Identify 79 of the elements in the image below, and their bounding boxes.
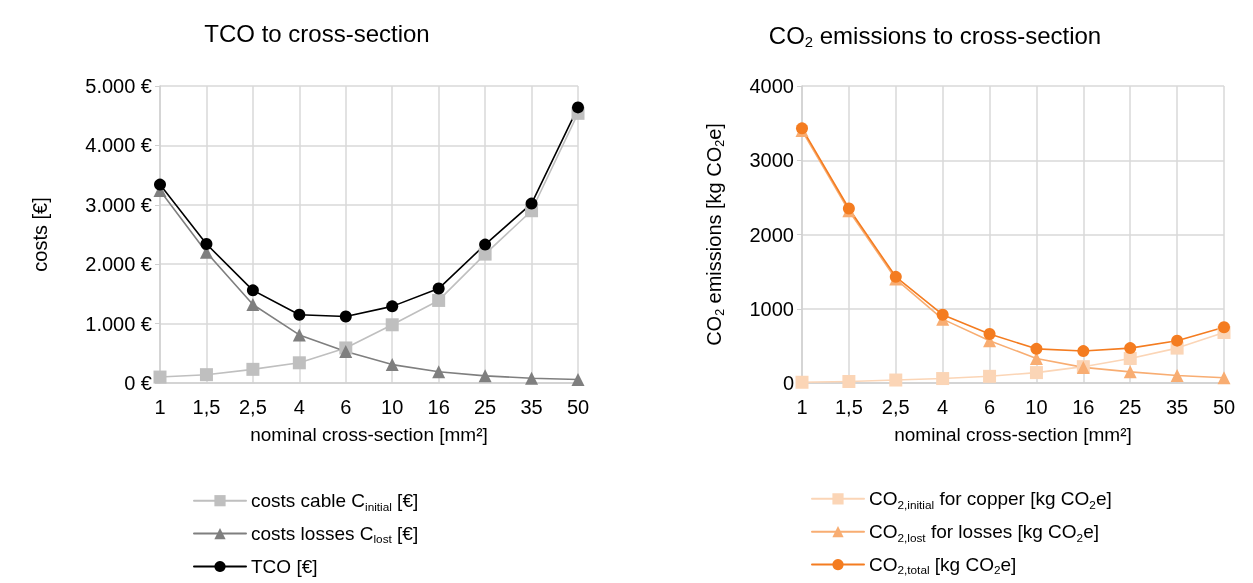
y-tick-label: 2000 xyxy=(749,223,794,246)
y-tick-label: 4000 xyxy=(749,75,794,97)
x-tick-label: 4 xyxy=(937,396,949,418)
point xyxy=(842,375,856,389)
x-tick-label: 2,5 xyxy=(238,396,267,418)
y-tick-label: 3.000 € xyxy=(85,193,152,216)
point xyxy=(1123,352,1137,365)
point xyxy=(386,300,399,313)
point xyxy=(385,358,399,372)
x-tick-label: 1,5 xyxy=(834,396,863,418)
point xyxy=(153,370,167,384)
point xyxy=(339,345,353,359)
x-tick-label: 4 xyxy=(293,396,305,418)
x-tick-label: 16 xyxy=(427,396,450,418)
point xyxy=(572,101,584,114)
x-tick-label: 1,5 xyxy=(192,396,221,418)
legend-label: TCO [€] xyxy=(251,556,318,577)
x-axis-title: nominal cross-section [mm²] xyxy=(894,424,1132,445)
x-axis-title: nominal cross-section [mm²] xyxy=(250,424,488,445)
y-tick-label: 2.000 € xyxy=(85,253,152,276)
x-tick-label: 10 xyxy=(381,396,404,418)
y-tick-label: 3000 xyxy=(749,149,794,172)
point xyxy=(432,282,445,295)
point xyxy=(525,371,539,385)
point xyxy=(525,197,538,210)
x-tick-label: 50 xyxy=(566,396,590,418)
y-axis-title: costs [€] xyxy=(29,197,51,272)
point xyxy=(1218,321,1230,334)
point xyxy=(246,298,260,312)
y-tick-label: 4.000 € xyxy=(85,134,152,157)
y-tick-label: 1000 xyxy=(749,297,794,320)
point xyxy=(936,372,950,386)
x-tick-label: 16 xyxy=(1072,396,1095,418)
y-tick-label: 1.000 € xyxy=(85,312,152,335)
point xyxy=(1077,345,1090,358)
y-tick-label: 5.000 € xyxy=(85,75,152,97)
point xyxy=(936,308,949,321)
x-tick-label: 2,5 xyxy=(881,396,910,418)
point xyxy=(1123,365,1137,379)
point xyxy=(339,310,352,323)
x-tick-label: 6 xyxy=(983,396,996,418)
point xyxy=(200,238,213,250)
point xyxy=(246,362,260,376)
x-tick-label: 25 xyxy=(1119,396,1142,418)
point xyxy=(889,373,903,387)
point xyxy=(983,369,997,383)
chart-title: TCO to cross-section xyxy=(204,19,430,47)
x-tick-label: 25 xyxy=(473,396,497,418)
x-tick-label: 1 xyxy=(796,396,808,418)
point xyxy=(1124,342,1137,355)
x-tick-label: 50 xyxy=(1212,396,1236,418)
point xyxy=(199,368,213,382)
point xyxy=(432,293,446,307)
x-tick-label: 35 xyxy=(520,396,543,418)
point xyxy=(983,328,996,340)
y-tick-label: 0 xyxy=(782,372,794,394)
point xyxy=(1171,334,1184,347)
y-tick-label: 0 € xyxy=(124,372,152,394)
point xyxy=(1029,352,1043,365)
x-tick-label: 1 xyxy=(154,396,166,418)
point xyxy=(1030,342,1043,355)
point xyxy=(154,178,166,191)
point xyxy=(1217,371,1231,385)
point xyxy=(293,308,306,321)
x-tick-label: 10 xyxy=(1025,396,1048,418)
point xyxy=(246,284,259,297)
y-axis-title: CO2 emissions [kg CO2e] xyxy=(703,123,727,346)
point xyxy=(478,369,492,383)
point xyxy=(795,375,809,389)
point xyxy=(292,328,306,342)
point xyxy=(1170,369,1184,383)
point xyxy=(571,372,585,386)
point xyxy=(385,318,399,332)
point xyxy=(292,356,306,370)
point xyxy=(1029,366,1043,380)
x-tick-label: 35 xyxy=(1165,396,1189,418)
point xyxy=(479,238,492,251)
x-tick-label: 6 xyxy=(340,396,352,418)
point xyxy=(432,365,446,379)
